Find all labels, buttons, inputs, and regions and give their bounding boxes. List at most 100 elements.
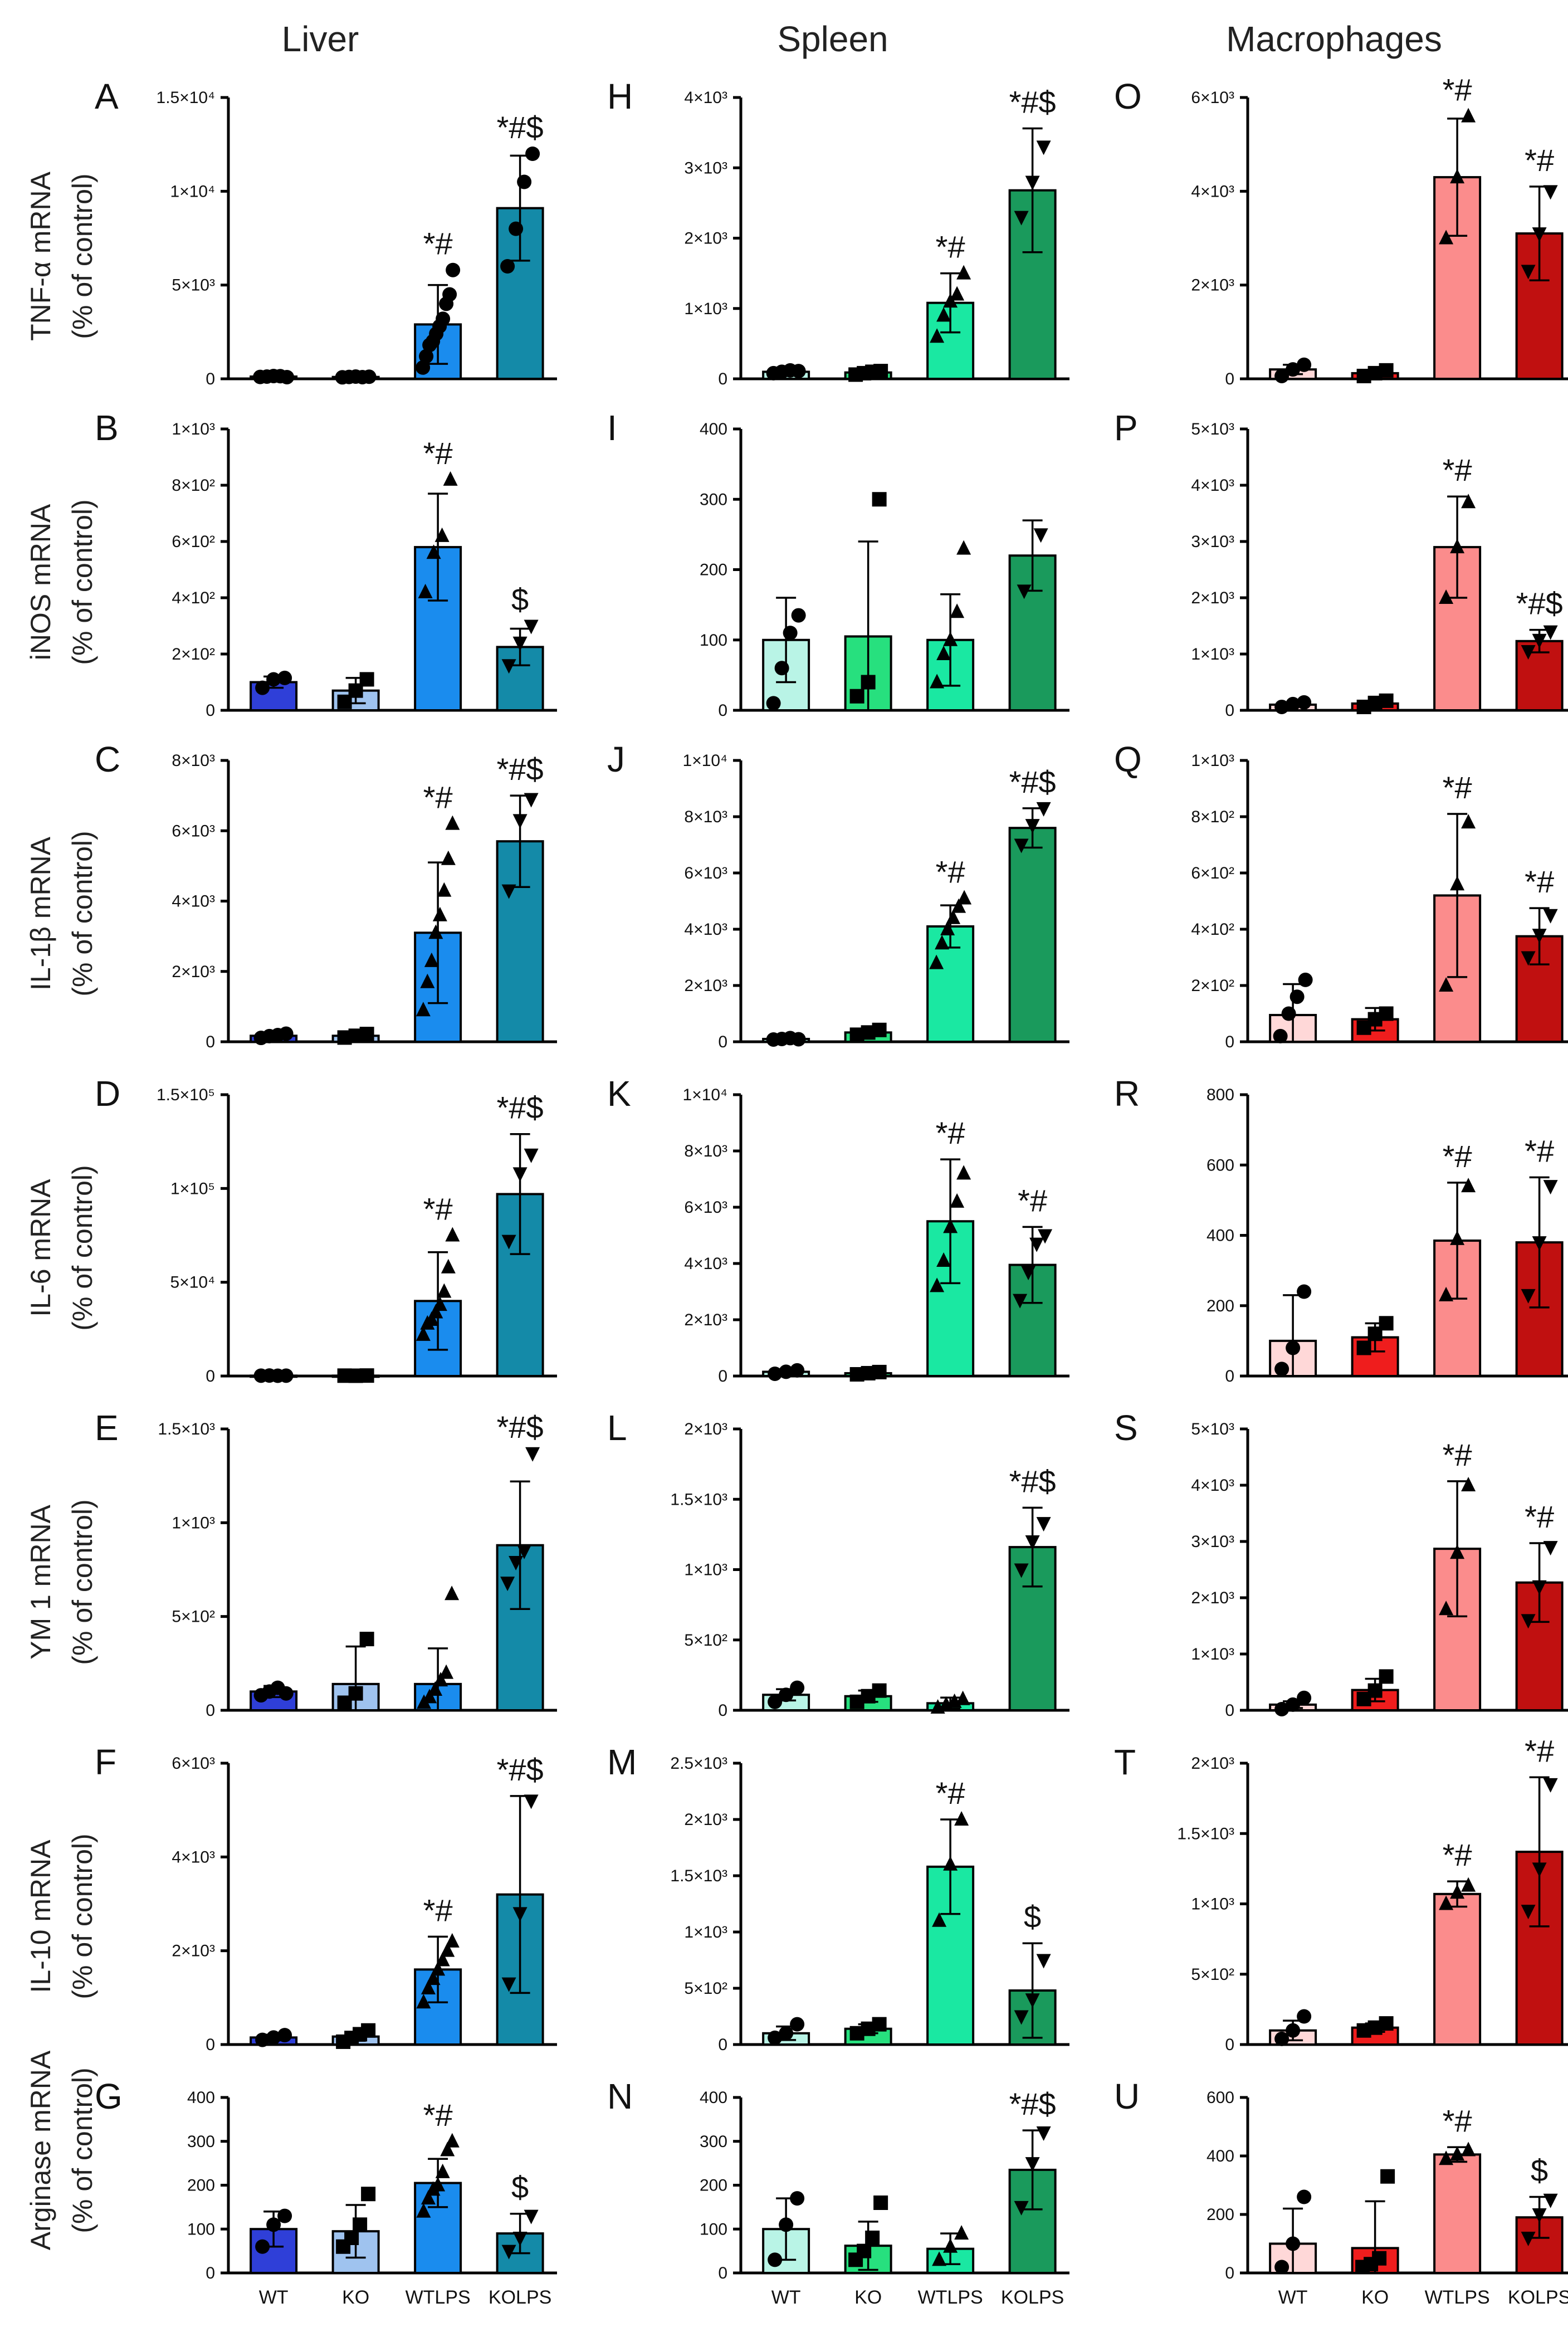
data-point — [1521, 645, 1536, 660]
data-point — [1521, 2232, 1536, 2246]
y-tick-label: 2×10² — [172, 645, 215, 663]
y-tick-label: 1.5×10³ — [670, 1867, 727, 1885]
y-tick-label: 200 — [700, 2177, 727, 2195]
y-tick-label: 0 — [1225, 1033, 1234, 1051]
data-point — [1532, 1580, 1547, 1595]
y-tick-label: 0 — [718, 1367, 727, 1385]
data-point — [1543, 909, 1558, 924]
significance-label: $ — [1531, 2153, 1548, 2188]
data-point — [524, 1794, 539, 1809]
row-label-arginase: Arginase mRNA — [25, 2050, 56, 2250]
data-point — [930, 674, 945, 689]
y-tick-label: 0 — [718, 701, 727, 720]
y-tick-label: 1.5×10³ — [158, 1420, 215, 1438]
data-point — [279, 1026, 294, 1041]
data-point — [1274, 1362, 1289, 1377]
y-tick-label: 2×10³ — [684, 1811, 727, 1829]
panel-letter-F: F — [95, 1742, 116, 1782]
panel-letter-N: N — [607, 2076, 633, 2116]
significance-label: *# — [423, 1192, 453, 1227]
data-point — [1532, 633, 1547, 648]
data-point — [1017, 584, 1032, 599]
data-point — [1286, 362, 1301, 377]
significance-label: *#$ — [497, 1409, 544, 1445]
data-point — [445, 1227, 460, 1242]
y-tick-label: 1×10³ — [1191, 1645, 1234, 1663]
data-point — [956, 1165, 971, 1180]
data-point — [1367, 1683, 1383, 1698]
data-point — [1274, 368, 1289, 383]
data-point — [512, 636, 527, 651]
significance-label: *# — [423, 2097, 453, 2133]
y-tick-label: 0 — [206, 370, 215, 388]
y-tick-label: 1.5×10³ — [1177, 1824, 1234, 1843]
data-point — [1014, 211, 1029, 226]
panel-J: J 0 2×10³ 4×10³ 6×10³ 8×10³ 1×10⁴ *# *#$ — [607, 739, 1069, 1051]
y-tick-label: 1×10³ — [172, 420, 215, 438]
data-point — [501, 659, 516, 674]
data-point — [929, 954, 944, 969]
y-tick-label: 100 — [700, 2220, 727, 2238]
y-tick-label: 4×10³ — [1191, 182, 1234, 201]
bar-wtlps — [926, 1220, 975, 1377]
panel-Q: Q 0 2×10² 4×10² 6×10² 8×10² 1×10³ *# *# — [1114, 739, 1568, 1051]
data-point — [433, 1672, 448, 1687]
y-tick-label: 2×10² — [1191, 977, 1234, 995]
data-point — [500, 259, 515, 274]
y-tick-label: 2×10³ — [1191, 276, 1234, 295]
y-tick-label: 0 — [718, 1701, 727, 1720]
data-point — [1379, 693, 1394, 708]
data-point — [1439, 1895, 1454, 1910]
data-point — [279, 1686, 294, 1701]
panel-letter-K: K — [607, 1074, 631, 1114]
data-point — [790, 2191, 805, 2206]
data-point — [1281, 1006, 1296, 1021]
data-point — [361, 2023, 376, 2038]
data-point — [1450, 169, 1465, 184]
significance-label: *# — [1525, 143, 1554, 178]
data-point — [1532, 227, 1547, 242]
y-tick-label: 6×10³ — [172, 822, 215, 840]
data-point — [442, 287, 457, 302]
x-category-wt: WT — [1278, 2287, 1308, 2308]
data-point — [1439, 230, 1454, 245]
data-point — [1274, 2031, 1289, 2046]
y-tick-label: 300 — [700, 2133, 727, 2151]
significance-label: *# — [1443, 770, 1472, 805]
y-tick-label: 0 — [206, 2036, 215, 2054]
data-point — [779, 1687, 794, 1702]
data-point — [943, 1218, 958, 1233]
y-tick-label: 1×10³ — [1191, 752, 1234, 770]
data-point — [1521, 1614, 1536, 1629]
data-point — [1286, 1340, 1301, 1355]
data-point — [1461, 814, 1476, 829]
data-point — [768, 2030, 783, 2045]
data-point — [1521, 951, 1536, 966]
panel-letter-I: I — [607, 408, 617, 448]
y-tick-label: 4×10³ — [172, 1848, 215, 1866]
bar-kolps — [1515, 232, 1564, 380]
panel-T: T 0 5×10² 1×10³ 1.5×10³ 2×10³ *# *# — [1114, 1733, 1568, 2054]
data-point — [1543, 2193, 1558, 2208]
row-label-il1b: IL-1β mRNA — [25, 836, 56, 991]
panel-letter-E: E — [95, 1408, 119, 1448]
panel-U: U 0 200 400 600 WT KO *# WTLPS $ KOLPS — [1114, 2076, 1568, 2308]
data-point — [1439, 977, 1454, 992]
data-point — [872, 1683, 887, 1698]
data-point — [524, 1148, 539, 1163]
y-tick-label: 0 — [206, 1701, 215, 1720]
y-tick-label: 0 — [206, 1033, 215, 1051]
y-tick-label: 200 — [700, 561, 727, 579]
y-tick-label: 4×10³ — [684, 89, 727, 107]
data-point — [420, 973, 435, 988]
data-point — [361, 2187, 376, 2202]
significance-label: *# — [936, 1115, 965, 1150]
data-point — [936, 307, 951, 322]
significance-label: *# — [1443, 452, 1472, 487]
panel-letter-U: U — [1114, 2076, 1140, 2116]
data-point — [445, 815, 460, 830]
data-point — [943, 631, 958, 646]
data-point — [1013, 1294, 1028, 1309]
data-point — [266, 2030, 281, 2045]
